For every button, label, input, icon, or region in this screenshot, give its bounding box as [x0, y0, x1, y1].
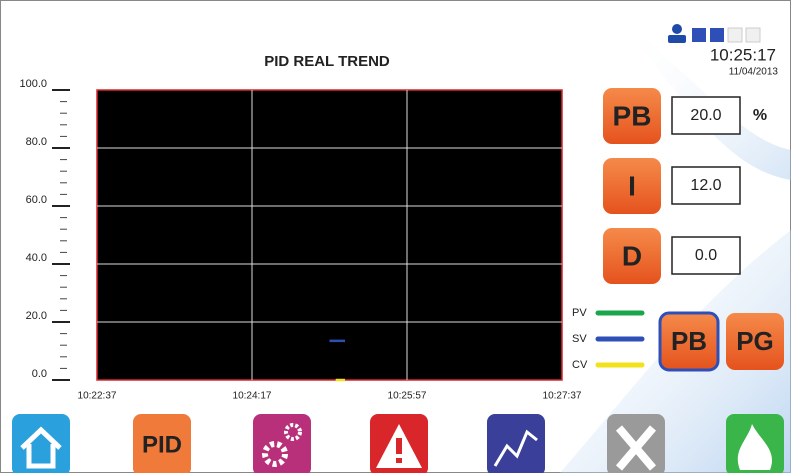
mode-button-label: PB: [671, 326, 707, 356]
gear-glyph: [284, 423, 302, 441]
alarm-glyph: [396, 438, 402, 454]
y-tick-label: 0.0: [32, 368, 47, 380]
chart-title: PID REAL TREND: [264, 53, 390, 70]
home-glyph: [20, 426, 62, 469]
param-value-box[interactable]: [671, 166, 741, 205]
x-tick-label: 10:24:17: [233, 391, 272, 402]
y-tick-label: 100.0: [19, 78, 47, 90]
param-value: 20.0: [690, 107, 721, 124]
param-value: 0.0: [695, 247, 717, 264]
legend-label: CV: [572, 359, 588, 371]
param-unit: %: [753, 107, 767, 124]
nav-trend[interactable]: [487, 414, 545, 473]
param-button[interactable]: [603, 88, 661, 144]
fire-glyph: [737, 424, 773, 470]
mode-button-label: PG: [736, 326, 774, 356]
param-label: I: [628, 170, 636, 201]
param-value-box[interactable]: [671, 236, 741, 275]
param-value: 12.0: [690, 177, 721, 194]
gear-glyph: [262, 441, 288, 467]
y-tick-label: 20.0: [26, 310, 47, 322]
legend-label: PV: [572, 307, 587, 319]
param-label: D: [622, 240, 642, 271]
clock-time: 10:25:17: [710, 45, 776, 64]
plot-area: [96, 89, 563, 381]
alarm-glyph: [396, 458, 402, 463]
param-button[interactable]: [603, 158, 661, 214]
status-icons: [668, 24, 761, 43]
tools-glyph: [615, 425, 657, 471]
y-tick-label: 40.0: [26, 252, 47, 264]
param-button[interactable]: [603, 228, 661, 284]
x-tick-label: 10:27:37: [543, 391, 582, 402]
param-value-box[interactable]: [671, 96, 741, 135]
param-row: PB 20.0%: [603, 88, 767, 144]
nav-pid-label: PID: [142, 431, 182, 458]
mode-button[interactable]: [658, 311, 720, 372]
x-tick-label: 10:25:57: [388, 391, 427, 402]
x-tick-label: 10:22:37: [78, 391, 117, 402]
param-row: D 0.0: [603, 228, 741, 284]
param-row: I 12.0: [603, 158, 741, 214]
trend-glyph: [493, 429, 538, 467]
legend-label: SV: [572, 333, 587, 345]
param-label: PB: [613, 100, 652, 131]
mode-button[interactable]: [726, 313, 784, 370]
clock-date: 11/04/2013: [729, 67, 779, 78]
y-tick-label: 80.0: [26, 136, 47, 148]
nav-pid[interactable]: [133, 414, 191, 473]
y-tick-label: 60.0: [26, 194, 47, 206]
